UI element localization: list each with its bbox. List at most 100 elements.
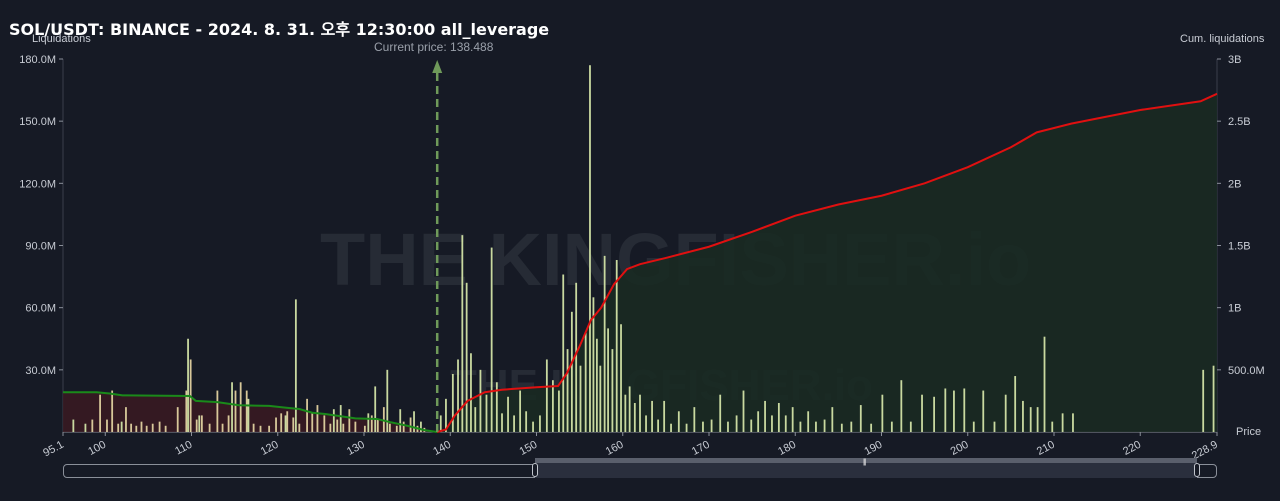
short-liquidation-bar xyxy=(539,415,541,432)
range-slider-grip-icon[interactable]: ||| xyxy=(863,459,867,466)
long-liquidation-bar xyxy=(164,425,167,432)
long-liquidation-bar xyxy=(409,417,412,432)
short-liquidation-bar xyxy=(693,407,696,432)
long-liquidation-bar xyxy=(91,419,94,432)
short-liquidation-bar xyxy=(513,415,515,432)
short-liquidation-bar xyxy=(657,419,660,432)
short-liquidation-bar xyxy=(771,415,773,432)
short-liquidation-bar xyxy=(84,423,87,432)
short-liquidation-bar xyxy=(474,407,477,432)
long-liquidation-bar xyxy=(195,419,198,432)
short-liquidation-bar xyxy=(399,409,402,432)
x-tick-label: 220 xyxy=(1121,439,1143,458)
range-slider-selection[interactable] xyxy=(535,458,1197,478)
short-liquidation-bar xyxy=(881,394,884,432)
long-liquidation-bar xyxy=(221,423,224,432)
long-liquidation-bar xyxy=(252,423,255,432)
short-liquidation-bar xyxy=(570,311,573,432)
short-liquidation-bar xyxy=(465,282,468,432)
long-liquidation-bar xyxy=(275,417,277,432)
long-liquidation-bar xyxy=(292,417,295,432)
long-liquidation-bar xyxy=(306,398,308,432)
right-tick-label: 3B xyxy=(1228,54,1241,66)
short-liquidation-bar xyxy=(339,405,342,432)
long-liquidation-bar xyxy=(363,425,366,432)
long-liquidation-bar xyxy=(125,407,127,432)
long-liquidation-bar xyxy=(185,390,188,432)
short-liquidation-bar xyxy=(551,380,554,432)
short-liquidation-bar xyxy=(579,365,582,432)
short-liquidation-bar xyxy=(850,421,853,432)
long-liquidation-bar xyxy=(151,423,154,432)
short-liquidation-bar xyxy=(367,413,370,432)
right-tick-label: 2B xyxy=(1228,178,1241,190)
long-liquidation-bar xyxy=(348,409,351,432)
long-liquidation-bar xyxy=(382,407,385,432)
short-liquidation-bar xyxy=(284,415,287,432)
short-liquidation-bar xyxy=(519,390,522,432)
short-liquidation-bar xyxy=(909,421,912,432)
left-tick-label: 150.0M xyxy=(19,116,56,128)
long-liquidation-bar xyxy=(376,419,379,432)
short-liquidation-bar xyxy=(566,349,569,432)
long-liquidation-bar xyxy=(234,390,237,432)
long-liquidation-bar xyxy=(280,413,283,432)
short-liquidation-bar xyxy=(231,382,233,432)
long-liquidation-bar xyxy=(99,394,101,432)
long-liquidation-bar xyxy=(388,423,391,432)
cum-long-area xyxy=(63,392,438,432)
short-liquidation-bar xyxy=(921,394,923,432)
short-liquidation-bar xyxy=(1043,336,1046,432)
short-liquidation-bar xyxy=(495,382,498,432)
right-axis-name: Cum. liquidations xyxy=(1180,33,1265,45)
long-liquidation-bar xyxy=(130,423,133,432)
short-liquidation-bar xyxy=(332,409,335,432)
short-liquidation-bar xyxy=(639,394,641,432)
short-liquidation-bar xyxy=(584,332,587,432)
x-tick-label: 110 xyxy=(173,439,194,458)
long-liquidation-bar xyxy=(158,421,161,432)
short-liquidation-bar xyxy=(386,369,389,432)
short-liquidation-bar xyxy=(607,328,609,432)
short-liquidation-bar xyxy=(1202,369,1205,432)
short-liquidation-bar xyxy=(615,260,618,432)
short-liquidation-bar xyxy=(595,338,598,432)
long-liquidation-bar xyxy=(239,382,242,432)
short-liquidation-bar xyxy=(784,415,787,432)
x-tick-label: 170 xyxy=(690,439,712,458)
short-liquidation-bar xyxy=(963,388,966,432)
long-liquidation-bar xyxy=(106,419,108,432)
cum-long-line xyxy=(63,391,438,433)
long-liquidation-bar xyxy=(342,423,345,432)
short-liquidation-bar xyxy=(532,421,534,432)
long-liquidation-bar xyxy=(286,411,289,432)
long-liquidation-bar xyxy=(200,415,203,432)
short-liquidation-bar xyxy=(1004,394,1007,432)
short-liquidation-bar xyxy=(1212,365,1215,432)
long-liquidation-bar xyxy=(135,425,138,432)
x-tick-label: 140 xyxy=(431,439,453,458)
left-tick-label: 90.0M xyxy=(25,241,56,253)
short-liquidation-bar xyxy=(953,390,955,432)
short-liquidation-bar xyxy=(294,299,297,432)
left-tick-label: 60.0M xyxy=(25,303,56,315)
short-liquidation-bar xyxy=(562,274,565,432)
x-tick-label: 210 xyxy=(1035,439,1057,458)
short-liquidation-bar xyxy=(439,415,442,432)
short-liquidation-bar xyxy=(120,421,123,432)
long-liquidation-bar xyxy=(323,415,326,432)
long-liquidation-bar xyxy=(259,425,262,432)
right-tick-label: 500.0M xyxy=(1228,365,1265,377)
range-slider-right-handle[interactable] xyxy=(1194,463,1200,477)
x-tick-label: 160 xyxy=(604,439,626,458)
short-liquidation-bar xyxy=(374,386,377,432)
left-tick-label: 120.0M xyxy=(19,178,56,190)
short-liquidation-bar xyxy=(651,400,653,432)
long-liquidation-bar xyxy=(140,421,143,432)
short-liquidation-bar xyxy=(485,394,488,432)
range-slider-selection-bar[interactable] xyxy=(535,458,1197,463)
short-liquidation-bar xyxy=(791,407,794,432)
range-slider-left-handle[interactable] xyxy=(532,463,538,477)
short-liquidation-bar xyxy=(545,359,548,432)
